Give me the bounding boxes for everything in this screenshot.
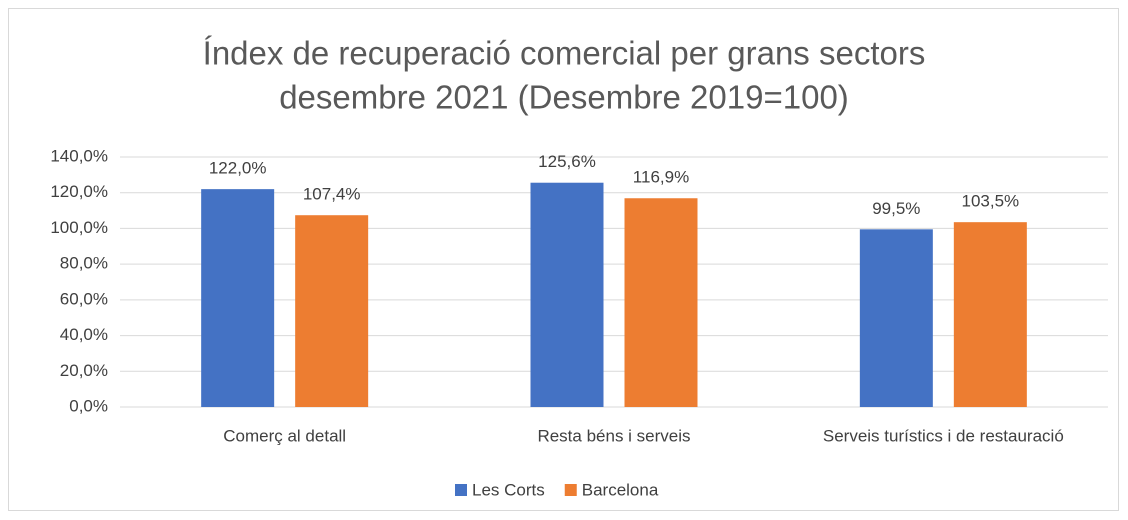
y-tick-label: 100,0% bbox=[50, 218, 108, 237]
value-label: 99,5% bbox=[872, 199, 920, 218]
value-label: 107,4% bbox=[303, 185, 361, 204]
chart-title: Índex de recuperació comercial per grans… bbox=[203, 35, 926, 72]
y-tick-label: 40,0% bbox=[60, 325, 108, 344]
value-label: 116,9% bbox=[633, 168, 689, 187]
value-label: 122,0% bbox=[209, 159, 267, 178]
bar bbox=[530, 182, 604, 407]
x-tick-label: Resta béns i serveis bbox=[537, 426, 690, 445]
chart-subtitle: desembre 2021 (Desembre 2019=100) bbox=[279, 79, 849, 116]
bar bbox=[624, 198, 698, 407]
legend-swatch bbox=[455, 484, 467, 496]
y-tick-label: 0,0% bbox=[69, 396, 108, 415]
y-tick-label: 140,0% bbox=[50, 146, 108, 165]
value-label: 125,6% bbox=[538, 152, 596, 171]
legend-label: Barcelona bbox=[582, 480, 659, 499]
bar bbox=[201, 189, 275, 407]
x-tick-label: Serveis turístics i de restauració bbox=[823, 426, 1064, 445]
y-tick-label: 80,0% bbox=[60, 254, 108, 273]
value-label: 103,5% bbox=[961, 192, 1019, 211]
legend-label: Les Corts bbox=[472, 480, 545, 499]
bar bbox=[953, 222, 1027, 407]
bar bbox=[859, 229, 933, 407]
y-tick-label: 60,0% bbox=[60, 289, 108, 308]
y-tick-label: 20,0% bbox=[60, 361, 108, 380]
bar bbox=[295, 215, 369, 407]
y-tick-label: 120,0% bbox=[50, 182, 108, 201]
legend-swatch bbox=[564, 484, 577, 496]
x-tick-label: Comerç al detall bbox=[223, 426, 346, 445]
